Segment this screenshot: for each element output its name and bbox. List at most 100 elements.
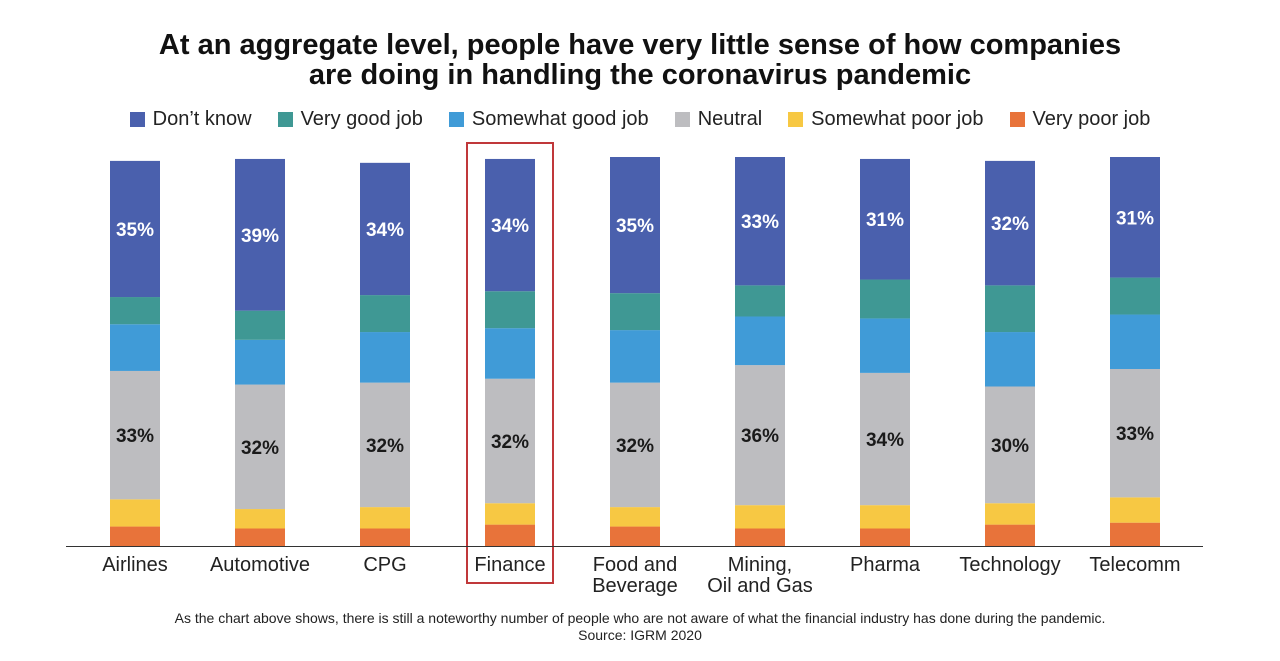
- bar-technology-neutral: [985, 386, 1035, 504]
- bar-cpg-very-poor-job: [360, 528, 410, 546]
- legend-item-somewhat-good-job: Somewhat good job: [448, 108, 649, 131]
- bar-automotive-very-good-job: [235, 310, 285, 340]
- data-label-airlines-don-t-know: 35%: [116, 220, 154, 241]
- bar-food-and-beverage-neutral: [610, 382, 660, 508]
- legend-swatch-very-good-job: [277, 112, 293, 127]
- data-label-technology-neutral: 30%: [991, 436, 1029, 457]
- chart-title-line-2: are doing in handling the coronavirus pa…: [308, 59, 972, 91]
- bar-mining-oil-and-gas-very-good-job: [735, 285, 785, 317]
- bar-pharma-somewhat-poor-job: [860, 505, 910, 529]
- bar-mining-oil-and-gas-don-t-know: [735, 157, 785, 286]
- legend-item-very-good-job: Very good job: [277, 108, 423, 131]
- bar-airlines-somewhat-good-job: [110, 324, 160, 371]
- bar-mining-oil-and-gas-neutral: [735, 365, 785, 506]
- data-label-pharma-don-t-know: 31%: [866, 210, 904, 231]
- bar-telecomm-somewhat-poor-job: [1110, 497, 1160, 523]
- legend-label-somewhat-good-job: Somewhat good job: [471, 108, 649, 130]
- bar-cpg-don-t-know: [360, 162, 410, 296]
- bar-cpg-very-good-job: [360, 295, 410, 333]
- footer-note: As the chart above shows, there is still…: [174, 610, 1106, 626]
- data-label-pharma-neutral: 34%: [866, 430, 904, 451]
- legend-label-very-poor-job: Very poor job: [1032, 108, 1151, 130]
- bar-finance-somewhat-good-job: [485, 328, 535, 379]
- bar-cpg-somewhat-poor-job: [360, 507, 410, 529]
- legend-swatch-neutral: [674, 112, 690, 127]
- data-label-cpg-don-t-know: 34%: [366, 220, 404, 241]
- data-label-technology-don-t-know: 32%: [991, 214, 1029, 235]
- bar-food-and-beverage-somewhat-poor-job: [610, 507, 660, 527]
- bar-airlines-somewhat-poor-job: [110, 499, 160, 527]
- bar-automotive-don-t-know: [235, 158, 285, 311]
- bar-telecomm-very-poor-job: [1110, 522, 1160, 546]
- category-label-mining-oil-and-gas-line-2: Oil and Gas: [707, 575, 813, 597]
- bar-airlines-very-poor-job: [110, 526, 160, 546]
- legend-swatch-somewhat-poor-job: [788, 112, 804, 127]
- data-label-food-and-beverage-don-t-know: 35%: [616, 216, 654, 237]
- data-label-automotive-don-t-know: 39%: [241, 226, 279, 247]
- bar-mining-oil-and-gas-somewhat-poor-job: [735, 505, 785, 529]
- bar-automotive-somewhat-good-job: [235, 339, 285, 385]
- footer-source: Source: IGRM 2020: [578, 627, 702, 643]
- data-label-finance-don-t-know: 34%: [491, 216, 529, 237]
- bar-automotive-very-poor-job: [235, 528, 285, 546]
- category-label-airlines: Airlines: [102, 554, 168, 576]
- legend-swatch-dont-know: [129, 112, 145, 127]
- bar-technology-somewhat-poor-job: [985, 503, 1035, 525]
- bar-cpg-somewhat-good-job: [360, 332, 410, 383]
- category-label-telecomm: Telecomm: [1089, 554, 1180, 576]
- category-label-finance: Finance: [474, 554, 545, 576]
- bar-food-and-beverage-very-poor-job: [610, 526, 660, 546]
- data-label-automotive-neutral: 32%: [241, 438, 279, 459]
- data-label-finance-neutral: 32%: [491, 432, 529, 453]
- legend-label-neutral: Neutral: [697, 108, 763, 130]
- bar-finance-neutral: [485, 378, 535, 504]
- bar-technology-very-poor-job: [985, 524, 1035, 546]
- bar-pharma-very-good-job: [860, 279, 910, 319]
- bar-technology-don-t-know: [985, 160, 1035, 286]
- category-label-pharma: Pharma: [850, 554, 921, 576]
- legend-item-very-poor-job: Very poor job: [1009, 108, 1151, 131]
- bar-food-and-beverage-somewhat-good-job: [610, 330, 660, 383]
- bar-finance-very-poor-job: [485, 524, 535, 546]
- bar-mining-oil-and-gas-somewhat-good-job: [735, 316, 785, 366]
- bar-airlines-very-good-job: [110, 297, 160, 325]
- legend-label-somewhat-poor-job: Somewhat poor job: [811, 108, 984, 130]
- category-label-technology: Technology: [959, 554, 1060, 576]
- bar-finance-don-t-know: [485, 158, 535, 292]
- legend-swatch-very-poor-job: [1009, 112, 1025, 127]
- bar-pharma-neutral: [860, 372, 910, 506]
- category-label-food-and-beverage-line-2: Beverage: [592, 575, 678, 597]
- legend-label-dont-know: Don’t know: [152, 108, 252, 130]
- bar-technology-somewhat-good-job: [985, 332, 1035, 387]
- bar-telecomm-very-good-job: [1110, 277, 1160, 315]
- bar-pharma-somewhat-good-job: [860, 318, 910, 373]
- bar-telecomm-somewhat-good-job: [1110, 314, 1160, 370]
- bar-food-and-beverage-very-good-job: [610, 293, 660, 331]
- bar-telecomm-neutral: [1110, 369, 1160, 498]
- legend-swatch-somewhat-good-job: [448, 112, 464, 127]
- data-label-mining-oil-and-gas-neutral: 36%: [741, 426, 779, 447]
- chart-legend: Don’t know Very good job Somewhat good j…: [0, 108, 1280, 131]
- data-label-mining-oil-and-gas-don-t-know: 33%: [741, 212, 779, 233]
- category-label-mining-oil-and-gas-line-1: Mining,: [728, 554, 792, 576]
- highlight-box-finance: [466, 142, 554, 584]
- data-label-cpg-neutral: 32%: [366, 436, 404, 457]
- bar-telecomm-don-t-know: [1110, 157, 1160, 278]
- bar-airlines-don-t-know: [110, 160, 160, 298]
- data-label-food-and-beverage-neutral: 32%: [616, 436, 654, 457]
- chart-title: At an aggregate level, people have very …: [0, 30, 1280, 90]
- category-label-food-and-beverage-line-1: Food and: [593, 554, 678, 576]
- legend-item-dont-know: Don’t know: [129, 108, 252, 131]
- bar-food-and-beverage-don-t-know: [610, 157, 660, 294]
- bar-finance-very-good-job: [485, 291, 535, 329]
- bar-airlines-neutral: [110, 370, 160, 500]
- chart-title-line-1: At an aggregate level, people have very …: [158, 29, 1122, 61]
- bar-technology-very-good-job: [985, 285, 1035, 333]
- data-label-airlines-neutral: 33%: [116, 426, 154, 447]
- legend-item-neutral: Neutral: [674, 108, 763, 131]
- bar-cpg-neutral: [360, 382, 410, 508]
- bar-pharma-don-t-know: [860, 158, 910, 280]
- bar-automotive-somewhat-poor-job: [235, 509, 285, 529]
- legend-item-somewhat-poor-job: Somewhat poor job: [788, 108, 984, 131]
